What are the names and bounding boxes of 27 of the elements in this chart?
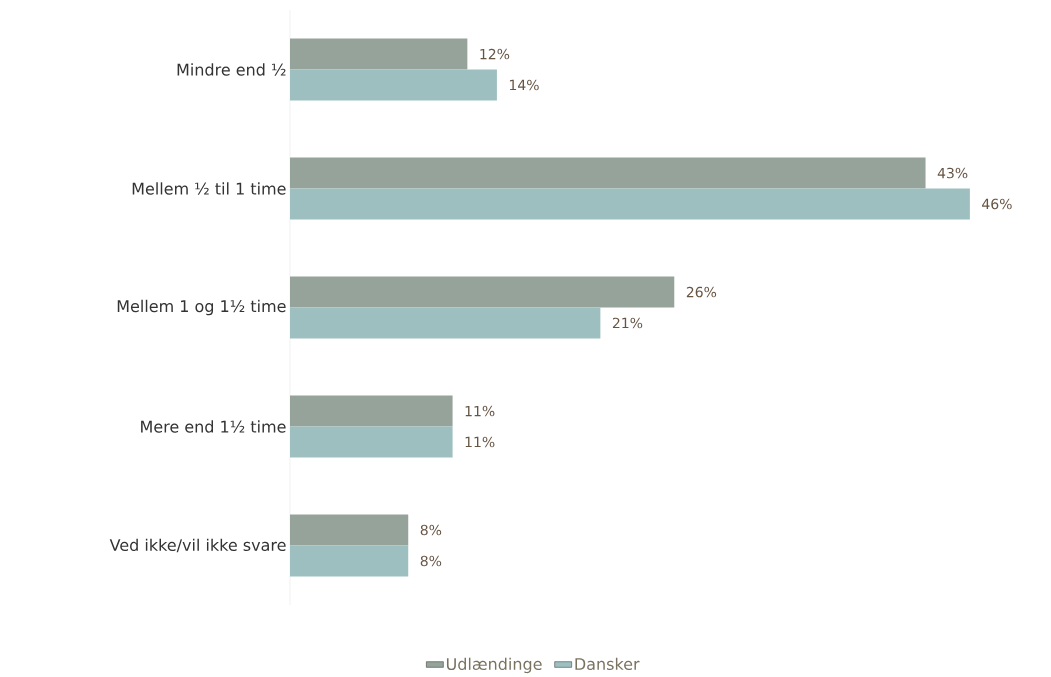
y-tick-label: Mindre end ½ bbox=[177, 63, 286, 76]
data-label: 46% bbox=[982, 198, 1012, 210]
y-tick-label: Mellem 1 og 1½ time bbox=[117, 299, 286, 316]
y-tick-label: Mere end 1½ time bbox=[141, 420, 286, 433]
data-label: 11% bbox=[465, 436, 495, 448]
bar bbox=[290, 188, 970, 220]
bar bbox=[290, 38, 468, 70]
data-label: 21% bbox=[612, 317, 643, 329]
data-label: 43% bbox=[937, 167, 968, 179]
legend-label: Udlændinge bbox=[446, 657, 542, 674]
bar bbox=[290, 276, 675, 308]
bar bbox=[290, 157, 926, 189]
data-label: 26% bbox=[686, 286, 717, 298]
bar bbox=[290, 426, 453, 458]
bar bbox=[290, 545, 409, 577]
bar bbox=[290, 514, 409, 546]
bar bbox=[290, 69, 497, 101]
data-label: 8% bbox=[420, 555, 442, 567]
bar bbox=[290, 307, 601, 339]
legend-label: Dansker bbox=[575, 657, 640, 671]
data-label: 12% bbox=[480, 48, 510, 60]
y-tick-label: Mellem ½ til 1 time bbox=[132, 182, 286, 195]
data-label: 8% bbox=[420, 524, 442, 536]
bar bbox=[290, 395, 453, 427]
data-label: 14% bbox=[509, 79, 539, 91]
y-tick-label: Ved ikke/vil ikke svare bbox=[109, 538, 286, 553]
data-label: 11% bbox=[465, 405, 495, 417]
